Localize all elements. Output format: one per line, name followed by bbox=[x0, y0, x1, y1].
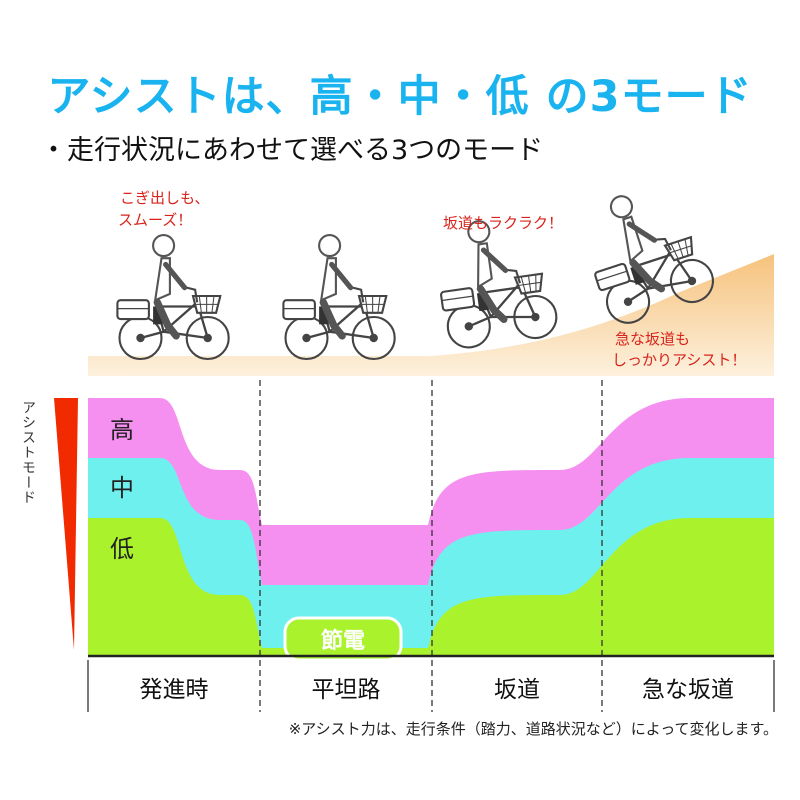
callout-steep-line2: しっかりアシスト！ bbox=[612, 351, 746, 369]
page-subtitle: ・走行状況にあわせて選べる3つのモード bbox=[40, 135, 544, 166]
mode-label-high: 高 bbox=[110, 416, 134, 444]
section-dividers bbox=[259, 380, 603, 712]
section-label-slope: 坂道 bbox=[494, 677, 540, 703]
axis-label-assist-mode: アシストモード bbox=[20, 400, 36, 505]
bicycle-rider-icon bbox=[283, 235, 394, 359]
section-edges bbox=[87, 660, 775, 712]
footnote: ※アシスト力は、走行条件（踏力、道路状況など）によって変化します。 bbox=[288, 720, 778, 738]
mode-label-low: 低 bbox=[110, 535, 134, 563]
mode-label-mid: 中 bbox=[110, 474, 134, 502]
bicycle-rider-icon bbox=[432, 212, 559, 350]
callout-start-line2: スムーズ！ bbox=[118, 211, 192, 229]
section-label-steep: 急な坂道 bbox=[642, 677, 734, 703]
callout-slope: 坂道もラクラク！ bbox=[443, 214, 563, 232]
section-label-start: 発進時 bbox=[140, 677, 209, 703]
bicycle-rider-icon bbox=[117, 235, 228, 359]
callout-start-line1: こぎ出しも、 bbox=[120, 189, 210, 207]
callout-start: こぎ出しも、 スムーズ！ bbox=[118, 189, 214, 229]
section-label-flat: 平坦路 bbox=[312, 677, 381, 703]
callout-steep: 急な坂道も しっかりアシスト！ bbox=[612, 330, 746, 369]
page-title: アシストは、高・中・低 の3モード bbox=[47, 72, 753, 122]
road-terrain bbox=[88, 254, 774, 376]
eco-badge-label: 節電 bbox=[321, 628, 365, 654]
assist-strength-arrow bbox=[54, 398, 78, 650]
eco-badge bbox=[283, 616, 403, 662]
callout-steep-line1: 急な坂道も bbox=[615, 330, 690, 348]
